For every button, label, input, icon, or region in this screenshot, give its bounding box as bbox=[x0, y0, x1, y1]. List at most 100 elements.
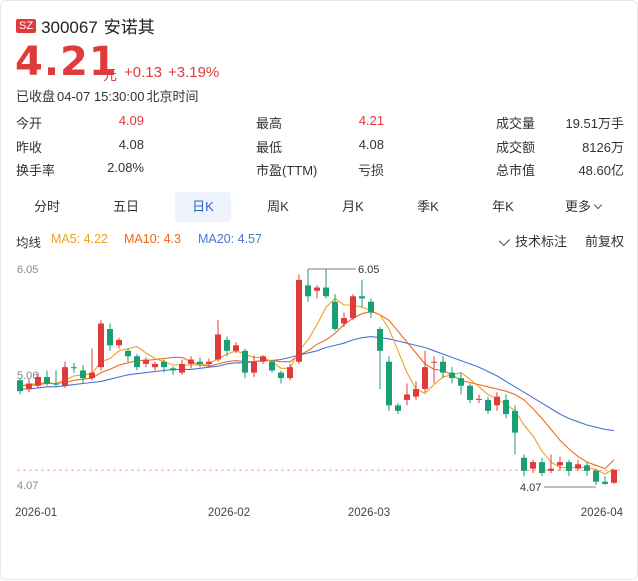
stat-volume-value: 19.51万手 bbox=[565, 116, 624, 131]
market-status: 已收盘 04-07 15:30:00 北京时间 bbox=[16, 86, 205, 105]
stat-turnover-value: 8126万 bbox=[582, 140, 624, 155]
candle-body bbox=[548, 468, 554, 471]
candle-body bbox=[170, 368, 176, 371]
tech-annotation-button[interactable]: 技术标注 bbox=[498, 231, 568, 250]
candle-body bbox=[341, 318, 347, 324]
candle-body bbox=[233, 345, 239, 351]
candle-body bbox=[215, 334, 221, 360]
candle-body bbox=[530, 462, 536, 469]
stat-mktcap-value: 48.60亿 bbox=[578, 163, 624, 178]
candle-body bbox=[71, 367, 77, 369]
candle-body bbox=[44, 377, 50, 384]
ma5-legend: MA5: 4.22 bbox=[51, 232, 108, 246]
status-datetime: 04-07 15:30:00 bbox=[57, 89, 145, 104]
current-price: 4.21 bbox=[15, 39, 118, 85]
candle-body bbox=[350, 296, 356, 319]
x-tick-label: 2026-03 bbox=[348, 507, 390, 519]
ma10-line bbox=[20, 310, 615, 470]
candle-body bbox=[206, 361, 212, 364]
candle-body bbox=[107, 329, 113, 346]
candle-body bbox=[539, 462, 545, 473]
price-change: +0.13 +3.19% bbox=[124, 64, 225, 81]
candle-body bbox=[62, 367, 68, 386]
candle-body bbox=[296, 279, 302, 362]
tab-five-day[interactable]: 五日 bbox=[112, 199, 139, 214]
stat-prevclose-value: 4.08 bbox=[118, 137, 144, 152]
candle-body bbox=[134, 356, 140, 368]
candle-body bbox=[449, 372, 455, 379]
stat-turnrate-label: 换手率 bbox=[16, 163, 56, 178]
candle-body bbox=[611, 469, 617, 483]
change-percent: +3.19% bbox=[167, 64, 220, 81]
candle-body bbox=[566, 462, 572, 471]
stat-prevclose-label: 昨收 bbox=[16, 140, 43, 155]
stock-title[interactable]: 300067 安诺其 bbox=[41, 13, 161, 38]
change-value: +0.13 bbox=[124, 64, 162, 81]
tab-quarterly-k[interactable]: 季K bbox=[417, 199, 439, 214]
candle-body bbox=[386, 361, 392, 406]
candle-body bbox=[179, 363, 185, 373]
candle-body bbox=[152, 363, 158, 368]
tab-yearly-k[interactable]: 年K bbox=[492, 199, 514, 214]
candle-body bbox=[395, 405, 401, 411]
candle-body bbox=[521, 457, 527, 471]
stat-high-label: 最高 bbox=[256, 116, 283, 131]
candle-body bbox=[314, 287, 320, 291]
candle-body bbox=[440, 361, 446, 373]
ma10-legend: MA10: 4.3 bbox=[124, 232, 181, 246]
tab-monthly-k[interactable]: 月K bbox=[342, 199, 364, 214]
candle-body bbox=[305, 285, 311, 297]
candle-body bbox=[53, 383, 59, 385]
status-text: 已收盘 bbox=[16, 89, 56, 104]
x-tick-label: 2026-02 bbox=[208, 507, 250, 519]
candle-body bbox=[377, 329, 383, 351]
candle-body bbox=[224, 339, 230, 351]
min-marker-label: 4.07 bbox=[520, 482, 541, 494]
candle-body bbox=[89, 372, 95, 379]
tech-annotation-label: 技术标注 bbox=[515, 234, 568, 249]
candle-body bbox=[359, 296, 365, 299]
stat-open-value: 4.09 bbox=[118, 113, 144, 128]
candle-body bbox=[251, 361, 257, 373]
tab-weekly-k[interactable]: 周K bbox=[267, 199, 289, 214]
x-tick-label: 2026-04 bbox=[581, 507, 624, 519]
stat-pe-value: 亏损 bbox=[357, 163, 384, 178]
ma5-line bbox=[19, 297, 615, 475]
candle-body bbox=[503, 399, 509, 415]
x-tick-label: 2026-01 bbox=[15, 507, 57, 519]
max-marker-label: 6.05 bbox=[358, 264, 379, 276]
candle-body bbox=[485, 399, 491, 411]
ma-legend-label: 均线 bbox=[16, 236, 42, 250]
tab-intraday[interactable]: 分时 bbox=[33, 199, 60, 214]
price-unit: 元 bbox=[103, 67, 117, 83]
candle-body bbox=[413, 389, 419, 397]
candle-body bbox=[143, 359, 149, 364]
candle-body bbox=[458, 378, 464, 386]
candle-body bbox=[476, 398, 482, 400]
candle-body bbox=[35, 377, 41, 386]
candle-body bbox=[494, 396, 500, 406]
tab-daily-k[interactable]: 日K bbox=[175, 192, 231, 222]
stock-header: SZ 300067 安诺其 bbox=[16, 13, 161, 38]
stock-code: 300067 bbox=[41, 18, 98, 37]
tab-more[interactable]: 更多 bbox=[555, 192, 611, 222]
candle-body bbox=[197, 361, 203, 364]
ma20-legend: MA20: 4.57 bbox=[198, 232, 262, 246]
adjust-button[interactable]: 前复权 bbox=[585, 234, 625, 249]
y-tick-label: 6.05 bbox=[17, 264, 38, 276]
candle-body bbox=[278, 372, 284, 379]
status-timezone: 北京时间 bbox=[146, 89, 199, 104]
market-badge: SZ bbox=[16, 18, 37, 33]
candle-body bbox=[557, 462, 563, 466]
candle-body bbox=[368, 301, 374, 313]
y-tick-label: 5.06 bbox=[17, 370, 38, 382]
candle-body bbox=[584, 465, 590, 471]
candle-body bbox=[242, 350, 248, 373]
stat-volume-label: 成交量 bbox=[496, 116, 536, 131]
stat-pe-label: 市盈(TTM) bbox=[256, 163, 318, 178]
y-tick-label: 4.07 bbox=[17, 480, 38, 492]
ma20-line bbox=[20, 336, 615, 432]
candle-body bbox=[467, 385, 473, 400]
